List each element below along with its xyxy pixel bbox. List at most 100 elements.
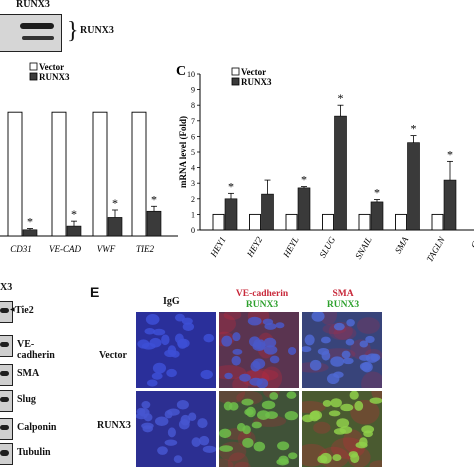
if-nucleus [191, 437, 201, 447]
if-nucleus [157, 446, 168, 455]
bar-b-runx3 [146, 210, 162, 237]
if-nucleus [221, 335, 233, 347]
blot-d-label: Calponin [17, 422, 57, 433]
blot-d-label: SMA [17, 368, 40, 379]
if-nucleus [200, 369, 213, 380]
bar-c-vector [212, 213, 225, 231]
if-nucleus [342, 357, 354, 365]
if-nucleus [224, 372, 233, 380]
if-nucleus [197, 418, 208, 429]
if-nucleus [256, 410, 270, 420]
if-nucleus [167, 427, 176, 438]
star-b: * [151, 192, 157, 206]
if-nucleus [244, 408, 254, 416]
if-red-stain [313, 421, 331, 434]
tick-b-label: VE-CAD [49, 244, 81, 254]
bar-c-vector [249, 213, 261, 231]
panel-e-letter: E [90, 284, 100, 300]
star-c: * [228, 179, 234, 193]
blot-d-arrow: ◀ [10, 307, 15, 313]
if-nucleus [302, 346, 312, 353]
if-tile-content [136, 399, 216, 464]
if-nucleus [145, 313, 160, 325]
if-nucleus [137, 339, 150, 349]
if-nucleus [287, 347, 297, 355]
if-nucleus [320, 336, 331, 344]
star-c: * [301, 173, 307, 187]
bar-c-runx3 [370, 201, 384, 231]
bar-c-runx3 [224, 198, 238, 231]
legend-b-vector-label: Vector [39, 62, 64, 72]
if-nucleus [178, 419, 190, 430]
if-nucleus [355, 441, 368, 449]
if-nucleus [143, 413, 153, 422]
if-nucleus [263, 345, 278, 355]
star-b: * [27, 215, 33, 229]
legend-c-runx3-label: RUNX3 [241, 77, 272, 87]
blot-bracket: } [67, 18, 79, 44]
blot-d-band [0, 308, 9, 313]
if-nucleus [328, 410, 341, 417]
blot-band-lower [22, 36, 54, 40]
if-nucleus [174, 313, 185, 322]
legend-c-runx3-swatch [231, 77, 240, 86]
if-nucleus [256, 378, 269, 388]
if-nucleus [253, 441, 266, 452]
panel-e-col-igg: IgG [163, 296, 180, 307]
tick-c-y-label: 1 [191, 210, 195, 219]
blot-d-band [0, 450, 9, 456]
tick-c-y-label: 0 [191, 226, 195, 235]
if-nucleus [330, 356, 345, 367]
bar-b-runx3 [22, 229, 38, 237]
if-tile-content [302, 312, 382, 388]
tick-b-label: VWF [97, 244, 116, 254]
bar-c-vector [285, 213, 298, 231]
if-nucleus [247, 316, 262, 326]
tick-c-x-label: CA [469, 235, 474, 250]
if-nucleus [182, 322, 195, 331]
if-nucleus [141, 422, 154, 430]
legend-b-runx3-label: RUNX3 [39, 72, 70, 82]
star-c: * [374, 186, 380, 200]
legend-b-vector-swatch [29, 62, 38, 71]
panel-e-col-ve-top: VE-cadherin [235, 289, 289, 299]
bar-b-runx3 [107, 217, 123, 237]
if-nucleus [239, 373, 251, 382]
legend-c-vector-label: Vector [241, 67, 266, 77]
blot-d-band [0, 425, 9, 430]
tick-c-y-label: 8 [191, 101, 195, 110]
blot-d-band [0, 371, 9, 376]
if-nucleus [322, 399, 332, 407]
tick-c-x-label: HEY2 [244, 235, 264, 260]
bar-c-runx3 [261, 193, 274, 231]
if-nucleus [330, 398, 342, 408]
if-tile-content [302, 391, 382, 467]
if-nucleus [176, 399, 189, 410]
if-red-stain [227, 452, 249, 467]
if-nucleus [359, 340, 369, 348]
panel-c-letter: C [176, 64, 186, 79]
tick-c-y-label: 4 [191, 164, 195, 173]
if-nucleus [154, 416, 169, 426]
panel-a-blot: RUNX3 } RUNX3 [0, 0, 160, 60]
if-nucleus [340, 403, 354, 412]
if-nucleus [346, 318, 355, 327]
if-nucleus [319, 452, 332, 464]
panel-e-row-runx3: RUNX3 [97, 420, 131, 431]
if-nucleus [361, 361, 373, 373]
tick-c-x-label: SMA [393, 235, 411, 256]
bar-c-runx3 [443, 179, 457, 231]
if-nucleus [173, 455, 183, 464]
blot-d-label: Tie2 [15, 305, 34, 316]
legend-c-vector-swatch [231, 67, 240, 76]
tick-b-label: CD31 [10, 244, 32, 254]
if-nucleus [333, 371, 344, 378]
if-nucleus [284, 410, 298, 421]
tick-c-x-label: HEYL [281, 235, 301, 260]
tick-c-y-label: 6 [191, 132, 195, 141]
if-nucleus [332, 454, 342, 462]
star-c: * [411, 122, 417, 136]
if-nucleus [269, 355, 280, 364]
if-nucleus [309, 359, 322, 371]
